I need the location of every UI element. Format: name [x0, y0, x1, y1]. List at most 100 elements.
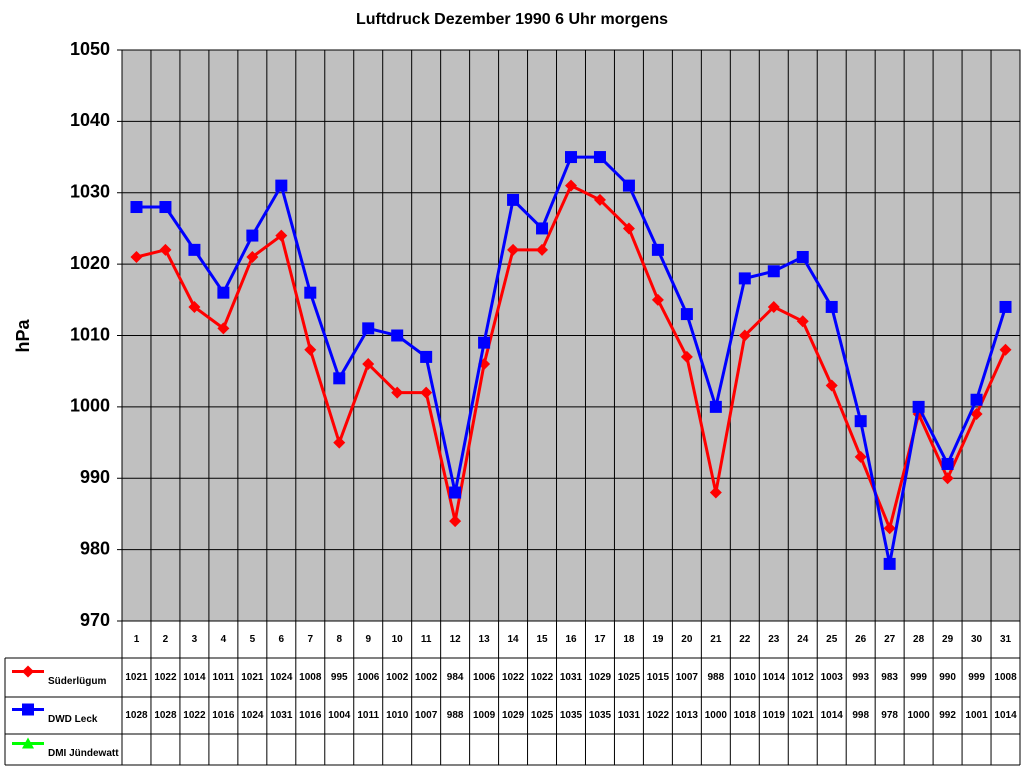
- x-tick-label: 10: [392, 634, 404, 645]
- point: [275, 229, 288, 242]
- point: [970, 393, 983, 406]
- table-value: 988: [447, 710, 464, 721]
- point: [333, 372, 346, 385]
- y-tick-label: 1010: [70, 324, 110, 344]
- table-value: 998: [852, 710, 869, 721]
- x-tick-label: 27: [884, 634, 896, 645]
- legend-marker: [22, 737, 34, 749]
- point: [159, 243, 172, 256]
- table-value: 1022: [647, 710, 670, 721]
- point: [593, 151, 606, 164]
- x-tick-label: 31: [1000, 634, 1012, 645]
- x-tick-label: 4: [221, 634, 227, 645]
- table-value: 1007: [415, 710, 438, 721]
- table-value: 1028: [154, 710, 177, 721]
- table-value: 1002: [386, 672, 409, 683]
- table-value: 1022: [183, 710, 206, 721]
- point: [304, 343, 317, 356]
- table-value: 1031: [560, 672, 583, 683]
- point: [420, 350, 433, 363]
- x-tick-label: 12: [450, 634, 462, 645]
- table-value: 1004: [328, 710, 351, 721]
- table-value: 1006: [473, 672, 496, 683]
- table-value: 1000: [907, 710, 930, 721]
- table-value: 1022: [531, 672, 554, 683]
- point: [622, 222, 635, 235]
- point: [391, 329, 404, 342]
- table-value: 1019: [763, 710, 786, 721]
- x-tick-label: 28: [913, 634, 925, 645]
- table-value: 978: [881, 710, 898, 721]
- y-tick-label: 1030: [70, 182, 110, 202]
- table-value: 1021: [125, 672, 148, 683]
- point: [536, 222, 549, 235]
- table-value: 1018: [734, 710, 757, 721]
- table-value: 1015: [647, 672, 670, 683]
- table-value: 1007: [676, 672, 699, 683]
- table-value: 1008: [299, 672, 322, 683]
- table-value: 983: [881, 672, 898, 683]
- x-tick-label: 13: [479, 634, 491, 645]
- table-value: 1016: [299, 710, 322, 721]
- table-value: 990: [939, 672, 956, 683]
- y-tick-label: 990: [80, 467, 110, 487]
- point: [767, 265, 780, 278]
- x-tick-label: 18: [623, 634, 635, 645]
- x-tick-label: 25: [826, 634, 838, 645]
- table-value: 992: [939, 710, 956, 721]
- table-value: 1014: [821, 710, 844, 721]
- table-value: 1029: [502, 710, 525, 721]
- point: [651, 293, 664, 306]
- x-tick-label: 6: [279, 634, 285, 645]
- x-tick-label: 2: [163, 634, 169, 645]
- table-value: 1021: [792, 710, 815, 721]
- point: [738, 329, 751, 342]
- x-tick-label: 29: [942, 634, 954, 645]
- x-tick-label: 17: [594, 634, 606, 645]
- point: [304, 286, 317, 299]
- y-tick-label: 970: [80, 610, 110, 630]
- point: [507, 243, 520, 256]
- table-value: 995: [331, 672, 348, 683]
- x-tick-label: 7: [308, 634, 314, 645]
- point: [159, 201, 172, 214]
- table-value: 1011: [357, 710, 379, 721]
- table-value: 1014: [994, 710, 1017, 721]
- point: [999, 343, 1012, 356]
- table-value: 1013: [676, 710, 699, 721]
- point: [565, 179, 577, 192]
- x-tick-label: 11: [421, 634, 432, 645]
- point: [565, 151, 577, 164]
- point: [362, 358, 375, 371]
- legend-label: DMI Jündewatt: [48, 748, 119, 759]
- point: [680, 308, 693, 321]
- table-value: 1014: [183, 672, 206, 683]
- legend-label: DWD Leck: [48, 714, 98, 725]
- table-value: 993: [852, 672, 869, 683]
- x-tick-label: 1: [134, 634, 140, 645]
- x-tick-label: 21: [710, 634, 722, 645]
- point: [680, 350, 693, 363]
- table-value: 999: [968, 672, 985, 683]
- table-value: 1011: [213, 672, 235, 683]
- point: [941, 472, 954, 485]
- point: [507, 193, 520, 206]
- table-value: 1035: [589, 710, 612, 721]
- point: [420, 386, 433, 399]
- x-tick-label: 22: [739, 634, 751, 645]
- x-tick-label: 26: [855, 634, 867, 645]
- y-axis-label: hPa: [13, 319, 33, 353]
- table-value: 1006: [357, 672, 380, 683]
- point: [999, 300, 1012, 313]
- point: [130, 201, 143, 214]
- x-tick-label: 16: [565, 634, 577, 645]
- point: [883, 557, 896, 570]
- point: [796, 250, 809, 263]
- table-value: 1000: [705, 710, 728, 721]
- table-value: 1028: [125, 710, 148, 721]
- table-value: 1003: [821, 672, 844, 683]
- point: [188, 300, 201, 313]
- table-value: 1014: [763, 672, 786, 683]
- y-tick-label: 1040: [70, 110, 110, 130]
